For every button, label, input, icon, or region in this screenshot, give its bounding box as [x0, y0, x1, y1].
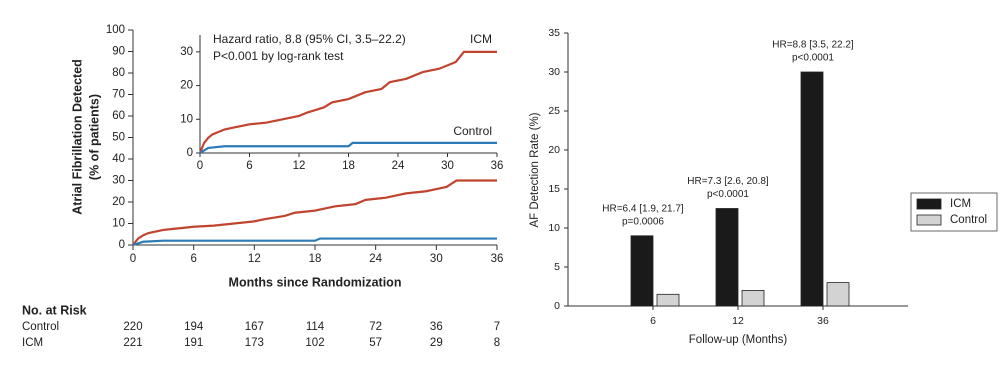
annotation: HR=6.4 [1.9, 21.7] [602, 203, 684, 214]
series-label: Control [453, 124, 492, 138]
bar [656, 293, 680, 307]
y-tick-label: 40 [112, 153, 125, 165]
risk-title: No. at Risk [22, 303, 87, 317]
risk-value: 7 [494, 321, 500, 333]
inset-x-tick-label: 24 [392, 160, 405, 172]
x-tick-label: 6 [190, 253, 196, 265]
y-tick-label: 90 [112, 46, 125, 58]
risk-value: 72 [369, 321, 382, 333]
risk-row-name: Control [22, 321, 59, 333]
bar [630, 235, 654, 307]
inset-x-tick-label: 6 [246, 160, 252, 172]
inset-y-tick-label: 20 [180, 80, 193, 92]
annotation: p=0.0006 [622, 216, 664, 227]
x-tick-label: 24 [369, 253, 382, 265]
risk-value: 114 [306, 321, 325, 333]
x-tick-label: 12 [248, 253, 261, 265]
bar [826, 282, 850, 307]
y-tick-label: 20 [548, 144, 560, 156]
inset-y-tick-label: 30 [180, 46, 193, 58]
legend-swatch [916, 198, 942, 210]
y-axis-label: Atrial Fibrillation Detected [70, 59, 84, 215]
inset-x-tick-label: 12 [293, 160, 306, 172]
annotation: p<0.0001 [707, 189, 749, 200]
x-tick-label: 12 [732, 315, 744, 327]
km-line [132, 237, 497, 247]
annotation: p<0.0001 [792, 53, 834, 64]
legend: ICM Control [910, 192, 998, 232]
annotation: HR=8.8 [3.5, 22.2] [772, 40, 854, 51]
x-tick-label: 6 [650, 315, 656, 327]
inset-y-tick-label: 0 [187, 147, 193, 159]
legend-swatch [916, 214, 942, 226]
risk-value: 57 [369, 337, 382, 349]
y-tick-label: 30 [112, 175, 125, 187]
bar [800, 71, 824, 307]
series-label: ICM [470, 32, 492, 46]
y-tick-label: 100 [106, 24, 125, 36]
x-tick-label: 18 [309, 253, 322, 265]
risk-value: 29 [430, 337, 443, 349]
y-tick-label: 15 [548, 183, 560, 195]
inset-x-tick-label: 0 [197, 160, 203, 172]
annotation: P<0.001 by log-rank test [213, 49, 344, 63]
x-tick-label: 36 [491, 253, 504, 265]
y-axis-label: AF Detection Rate (%) [529, 112, 541, 227]
legend-label: ICM [950, 198, 971, 210]
bar-chart: 0 5 10 15 20 25 30 35 6 HR=6.4 [1.9, 21.7] p=0.000… [529, 27, 998, 346]
y-tick-label: 60 [112, 110, 125, 122]
y-tick-label: 0 [119, 239, 125, 251]
y-tick-label: 10 [548, 222, 560, 234]
annotation: Hazard ratio, 8.8 (95% CI, 3.5–22.2) [213, 32, 406, 46]
y-tick-label: 80 [112, 67, 125, 79]
y-tick-label: 10 [112, 218, 125, 230]
risk-value: 221 [123, 337, 142, 349]
risk-value: 102 [305, 337, 324, 349]
risk-value: 220 [123, 321, 142, 333]
km-line [132, 179, 497, 246]
risk-value: 173 [245, 337, 264, 349]
risk-value: 191 [184, 337, 203, 349]
risk-row-name: ICM [22, 337, 43, 349]
risk-value: 167 [245, 321, 264, 333]
bar [715, 208, 739, 307]
y-tick-label: 20 [112, 196, 125, 208]
bar [741, 289, 765, 307]
x-tick-label: 36 [817, 315, 829, 327]
inset-x-tick-label: 36 [491, 160, 504, 172]
inset: 0 10 20 30 0 6 12 18 24 30 36 Hazard ratio, 8.8 (95… [180, 32, 503, 172]
risk-value: 8 [494, 337, 500, 349]
y-tick-label: 35 [548, 27, 560, 39]
y-tick-label: 0 [554, 300, 560, 312]
y-tick-label: 70 [112, 89, 125, 101]
km-line [198, 50, 497, 154]
x-axis-label: Months since Randomization [229, 275, 402, 289]
km-line [199, 141, 497, 154]
y-tick-label: 5 [554, 261, 560, 273]
risk-value: 194 [184, 321, 204, 333]
x-axis-label: Follow-up (Months) [689, 334, 788, 346]
y-tick-label: 50 [112, 132, 125, 144]
inset-x-tick-label: 30 [441, 160, 454, 172]
inset-y-tick-label: 10 [180, 113, 193, 125]
x-tick-label: 0 [130, 253, 136, 265]
y-axis-label: (% of patients) [87, 94, 101, 180]
y-tick-label: 30 [548, 66, 560, 78]
legend-label: Control [950, 214, 987, 226]
y-tick-label: 25 [548, 105, 560, 117]
inset-x-tick-label: 18 [342, 160, 355, 172]
risk-value: 36 [430, 321, 443, 333]
annotation: HR=7.3 [2.6, 20.8] [687, 176, 769, 187]
x-tick-label: 30 [430, 253, 443, 265]
